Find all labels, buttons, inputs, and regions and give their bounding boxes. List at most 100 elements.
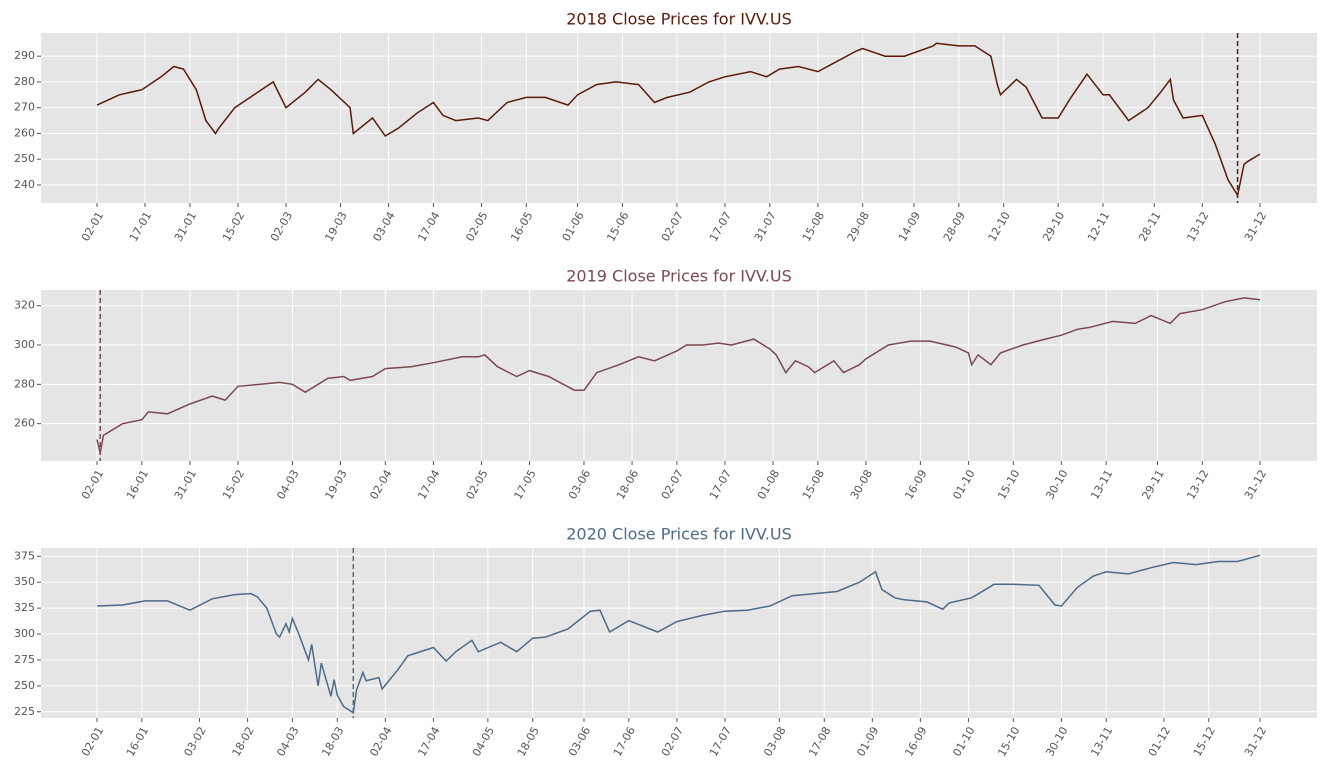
- x-tick-label: 03-06: [566, 468, 593, 502]
- x-tick-label: 17-04: [415, 725, 442, 759]
- plot-area: [41, 548, 1317, 718]
- plot-area: [41, 33, 1317, 203]
- x-tick-label: 01-08: [755, 468, 782, 502]
- y-tick-label: 250: [14, 152, 35, 165]
- x-tick-label: 01-12: [1146, 725, 1173, 759]
- y-tick-label: 300: [14, 338, 35, 351]
- x-tick-label: 16-09: [902, 468, 929, 502]
- x-tick-label: 13-12: [1184, 468, 1211, 502]
- x-tick-label: 17-06: [611, 725, 638, 759]
- y-tick-label: 270: [14, 101, 35, 114]
- x-tick-label: 29-08: [845, 210, 872, 244]
- x-tick-label: 16-01: [124, 468, 151, 502]
- x-tick-label: 13-11: [1088, 468, 1115, 502]
- x-tick-label: 03-06: [566, 725, 593, 759]
- x-tick-label: 12-11: [1085, 210, 1112, 244]
- y-tick-label: 280: [14, 377, 35, 390]
- x-tick-label: 02-07: [659, 210, 686, 244]
- y-tick-label: 280: [14, 75, 35, 88]
- x-tick-label: 15-10: [995, 724, 1022, 758]
- y-tick-label: 320: [14, 299, 35, 312]
- x-tick-label: 02-07: [659, 468, 686, 502]
- x-tick-label: 02-01: [79, 210, 106, 244]
- x-tick-label: 03-04: [371, 210, 398, 244]
- y-tick-label: 250: [14, 679, 35, 692]
- x-tick-label: 17-05: [511, 468, 538, 502]
- x-tick-label: 15-08: [800, 468, 827, 502]
- x-tick-label: 19-03: [322, 210, 349, 244]
- x-tick-label: 13-12: [1184, 210, 1211, 244]
- x-tick-label: 02-01: [79, 468, 106, 502]
- x-tick-label: 17-04: [415, 210, 442, 244]
- x-tick-label: 01-09: [854, 725, 881, 759]
- plot-area: [41, 290, 1317, 461]
- x-tick-label: 12-10: [986, 209, 1013, 243]
- x-tick-label: 18-02: [230, 725, 257, 759]
- x-tick-label: 16-05: [508, 210, 535, 244]
- x-tick-label: 17-01: [127, 210, 154, 244]
- x-tick-label: 02-07: [659, 725, 686, 759]
- y-tick-label: 260: [14, 126, 35, 139]
- x-tick-label: 17-07: [707, 468, 734, 502]
- x-tick-label: 15-02: [220, 210, 247, 244]
- y-tick-label: 325: [14, 601, 35, 614]
- x-tick-label: 14-09: [896, 210, 923, 244]
- x-tick-label: 02-01: [79, 725, 106, 759]
- x-tick-label: 17-07: [707, 210, 734, 244]
- x-tick-label: 17-04: [415, 468, 442, 502]
- x-tick-label: 16-01: [124, 725, 151, 759]
- x-tick-label: 31-12: [1242, 468, 1269, 502]
- x-tick-label: 02-05: [463, 467, 490, 501]
- x-tick-label: 31-01: [172, 468, 199, 502]
- x-tick-label: 17-07: [707, 725, 734, 759]
- price-line: [96, 297, 1261, 454]
- chart-title: 2020 Close Prices for IVV.US: [566, 525, 792, 544]
- x-tick-label: 03-08: [761, 725, 788, 759]
- y-tick-label: 225: [14, 705, 35, 718]
- x-tick-label: 04-05: [470, 725, 497, 759]
- x-tick-label: 13-11: [1088, 725, 1115, 759]
- x-tick-label: 31-12: [1242, 725, 1269, 759]
- price-line: [96, 554, 1261, 715]
- x-tick-label: 18-06: [614, 468, 641, 502]
- x-tick-label: 28-11: [1136, 210, 1163, 244]
- x-tick-label: 28-09: [941, 210, 968, 244]
- x-tick-label: 15-06: [604, 210, 631, 244]
- x-tick-label: 15-10: [995, 467, 1022, 501]
- x-tick-label: 02-03: [268, 210, 295, 244]
- x-tick-label: 15-08: [800, 210, 827, 244]
- x-tick-label: 30-08: [848, 468, 875, 502]
- x-tick-label: 18-05: [515, 725, 542, 759]
- y-tick-label: 350: [14, 575, 35, 588]
- y-tick-label: 275: [14, 653, 35, 666]
- y-tick-label: 240: [14, 178, 35, 191]
- x-tick-label: 30-10: [1043, 468, 1070, 502]
- x-tick-label: 16-09: [902, 725, 929, 759]
- y-tick-label: 260: [14, 417, 35, 430]
- chart-title: 2018 Close Prices for IVV.US: [566, 10, 792, 29]
- x-tick-label: 15-02: [220, 468, 247, 502]
- x-tick-label: 01-06: [560, 210, 587, 244]
- x-tick-label: 15-12: [1191, 725, 1218, 759]
- x-tick-label: 02-04: [367, 725, 394, 759]
- x-tick-label: 01-10: [950, 725, 977, 759]
- y-tick-label: 375: [14, 549, 35, 562]
- chart-title: 2019 Close Prices for IVV.US: [566, 267, 792, 286]
- x-tick-label: 18-03: [319, 725, 346, 759]
- x-tick-label: 02-05: [463, 209, 490, 243]
- x-tick-label: 17-08: [806, 725, 833, 759]
- y-tick-label: 300: [14, 627, 35, 640]
- x-tick-label: 01-10: [950, 468, 977, 502]
- x-tick-label: 19-03: [322, 468, 349, 502]
- x-tick-label: 02-04: [367, 468, 394, 502]
- price-line: [96, 42, 1261, 198]
- x-tick-label: 31-12: [1242, 210, 1269, 244]
- x-tick-label: 30-10: [1043, 725, 1070, 759]
- x-tick-label: 04-03: [274, 725, 301, 759]
- x-tick-label: 29-11: [1139, 468, 1166, 502]
- x-tick-label: 31-01: [172, 210, 199, 244]
- x-tick-label: 31-07: [752, 210, 779, 244]
- x-tick-label: 03-02: [181, 725, 208, 759]
- x-tick-label: 29-10: [1040, 210, 1067, 244]
